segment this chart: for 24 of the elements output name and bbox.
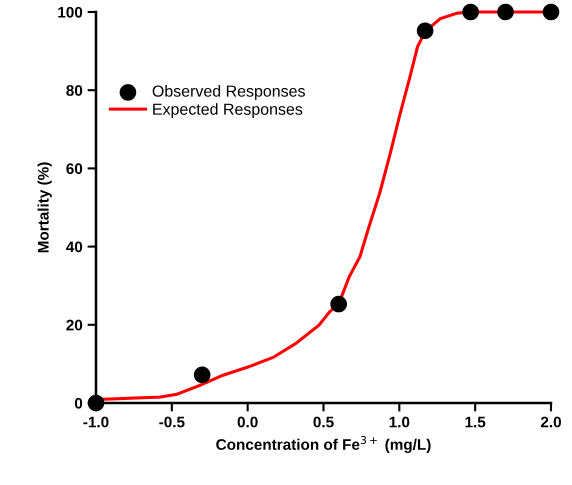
- point: [330, 296, 347, 312]
- x-tick-label: 0.0: [238, 416, 258, 428]
- y-tick-label: 100: [58, 6, 82, 18]
- point: [462, 4, 479, 20]
- y-tick-label: 20: [66, 320, 82, 330]
- y-tick-label: 40: [66, 241, 82, 252]
- x-tick-label: 1.0: [390, 416, 410, 428]
- x-axis-title: Concentration of Fe$^{3+}$ (mg/L): [216, 436, 431, 454]
- y-tick-label: 80: [66, 85, 82, 96]
- point: [542, 4, 560, 20]
- x-tick-label: 0.5: [313, 416, 334, 428]
- point: [194, 366, 210, 384]
- x-tick-label: 2.0: [540, 416, 561, 428]
- y-tick-label: 0: [74, 398, 82, 409]
- x-tick-label: -1.0: [83, 416, 109, 428]
- x-tick-label: 1.5: [466, 416, 486, 428]
- y-axis-title: Mortality (%): [38, 162, 52, 252]
- point: [497, 4, 514, 20]
- legend-label: Expected Responses: [153, 103, 302, 118]
- legend-label: Observed Responses: [152, 85, 305, 100]
- y-tick-label: 60: [66, 163, 82, 174]
- point: [88, 394, 104, 412]
- x-tick-label: -0.5: [159, 416, 185, 428]
- point: [416, 22, 434, 40]
